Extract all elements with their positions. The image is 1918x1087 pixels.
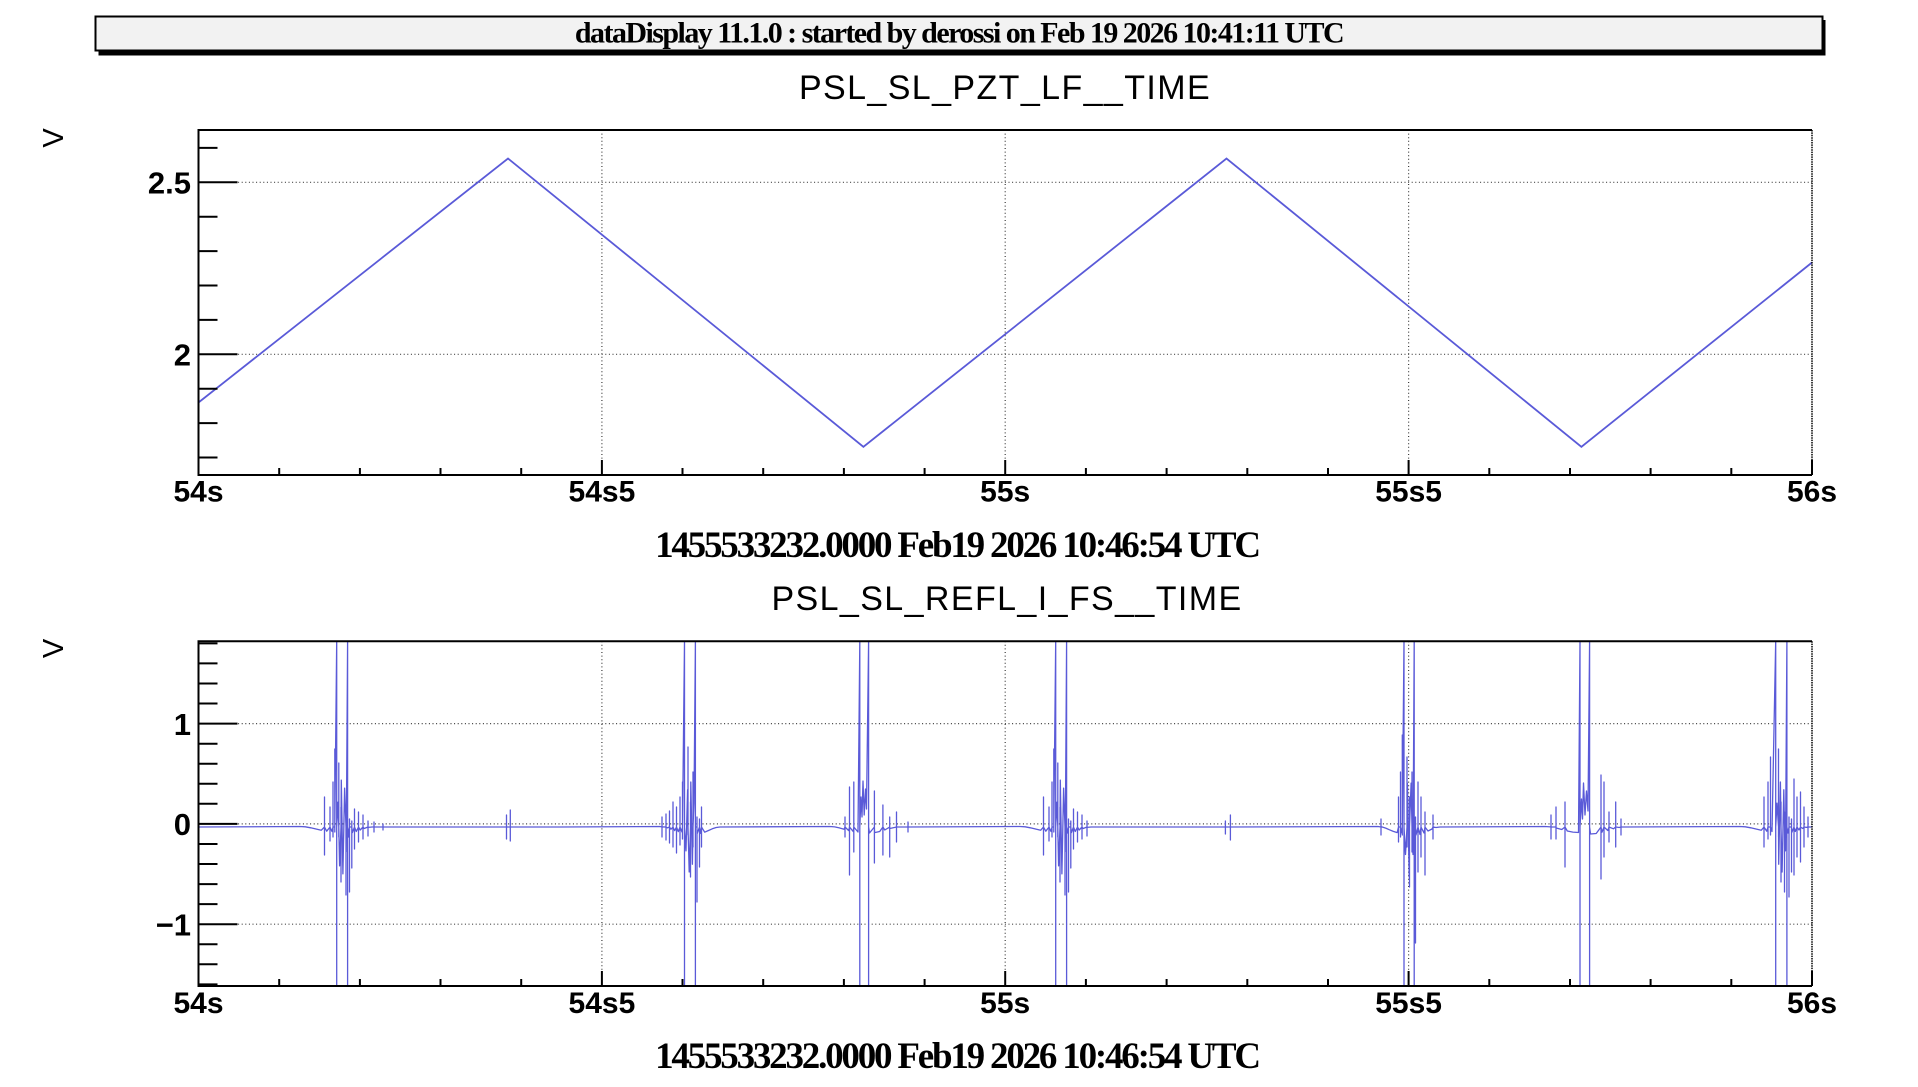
svg-text:55s5: 55s5 — [1375, 476, 1442, 509]
svg-text:56s: 56s — [1787, 476, 1837, 509]
svg-text:V: V — [38, 638, 70, 658]
svg-text:54s: 54s — [173, 476, 223, 509]
svg-text:PSL_SL_REFL_I_FS__TIME: PSL_SL_REFL_I_FS__TIME — [771, 580, 1242, 618]
svg-text:54s: 54s — [173, 987, 223, 1020]
svg-text:1: 1 — [174, 707, 191, 742]
svg-text:2: 2 — [174, 338, 191, 373]
svg-text:V: V — [38, 128, 70, 148]
svg-text:55s5: 55s5 — [1375, 987, 1442, 1020]
svg-text:−1: −1 — [156, 907, 191, 942]
svg-text:54s5: 54s5 — [569, 476, 636, 509]
svg-text:55s: 55s — [980, 476, 1030, 509]
svg-text:dataDisplay 11.1.0 : started b: dataDisplay 11.1.0 : started by derossi … — [575, 17, 1343, 50]
svg-text:1455533232.0000 Feb19 2026 10:: 1455533232.0000 Feb19 2026 10:46:54 UTC — [655, 1036, 1259, 1077]
svg-text:54s5: 54s5 — [569, 987, 636, 1020]
svg-text:2.5: 2.5 — [148, 166, 191, 201]
svg-text:PSL_SL_PZT_LF__TIME: PSL_SL_PZT_LF__TIME — [799, 69, 1211, 107]
svg-text:0: 0 — [174, 807, 191, 842]
svg-text:1455533232.0000 Feb19 2026 10:: 1455533232.0000 Feb19 2026 10:46:54 UTC — [655, 525, 1259, 566]
svg-text:55s: 55s — [980, 987, 1030, 1020]
svg-text:56s: 56s — [1787, 987, 1837, 1020]
